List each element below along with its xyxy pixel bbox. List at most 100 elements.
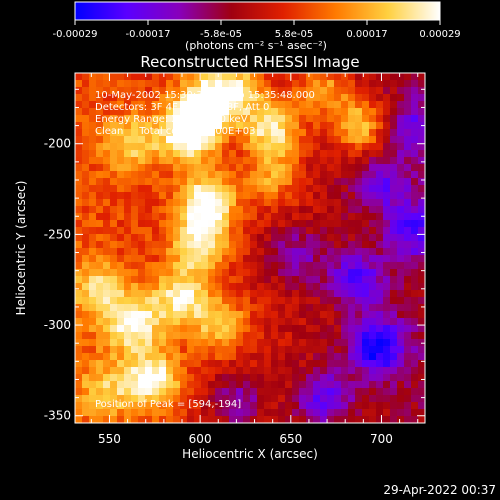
heatmap-cell <box>222 122 230 130</box>
heatmap-cell <box>145 178 153 186</box>
heatmap-cell <box>278 311 286 319</box>
heatmap-cell <box>180 311 188 319</box>
heatmap-cell <box>355 136 363 144</box>
heatmap-cell <box>96 136 104 144</box>
heatmap-cell <box>313 367 321 375</box>
heatmap-cell <box>411 248 419 256</box>
heatmap-cell <box>75 213 83 221</box>
heatmap-cell <box>159 395 167 403</box>
heatmap-cell <box>131 395 139 403</box>
heatmap-cell <box>96 94 104 102</box>
heatmap-cell <box>355 80 363 88</box>
heatmap-cell <box>159 339 167 347</box>
heatmap-cell <box>285 381 293 389</box>
heatmap-cell <box>75 150 83 158</box>
heatmap-cell <box>313 248 321 256</box>
heatmap-cell <box>264 346 272 354</box>
heatmap-cell <box>369 157 377 165</box>
heatmap-cell <box>418 129 425 137</box>
heatmap-cell <box>229 325 237 333</box>
heatmap-cell <box>369 241 377 249</box>
heatmap-cell <box>89 402 97 410</box>
heatmap-cell <box>264 269 272 277</box>
heatmap-cell <box>327 94 335 102</box>
heatmap-cell <box>236 136 244 144</box>
heatmap-cell <box>117 234 125 242</box>
heatmap-cell <box>320 276 328 284</box>
heatmap-cell <box>180 115 188 123</box>
heatmap-cell <box>110 248 118 256</box>
heatmap-cell <box>299 360 307 368</box>
heatmap-cell <box>418 185 425 193</box>
heatmap-cell <box>376 416 384 423</box>
heatmap-cell <box>250 101 258 109</box>
heatmap-cell <box>117 346 125 354</box>
heatmap-cell <box>397 325 405 333</box>
heatmap-cell <box>285 213 293 221</box>
heatmap-cell <box>103 416 111 423</box>
heatmap-cell <box>411 269 419 277</box>
heatmap-cell <box>264 199 272 207</box>
heatmap-cell <box>285 143 293 151</box>
heatmap-cell <box>117 332 125 340</box>
heatmap-cell <box>187 94 195 102</box>
heatmap-cell <box>313 213 321 221</box>
heatmap-cell <box>131 115 139 123</box>
heatmap-cell <box>159 122 167 130</box>
heatmap-cell <box>292 311 300 319</box>
heatmap-cell <box>201 136 209 144</box>
heatmap-cell <box>411 80 419 88</box>
heatmap-cell <box>194 311 202 319</box>
heatmap-cell <box>208 192 216 200</box>
heatmap-cell <box>355 192 363 200</box>
heatmap-cell <box>257 73 265 81</box>
heatmap-cell <box>334 213 342 221</box>
heatmap-cell <box>320 290 328 298</box>
heatmap-cell <box>173 164 181 172</box>
heatmap-cell <box>285 318 293 326</box>
heatmap-cell <box>327 157 335 165</box>
heatmap-cell <box>215 283 223 291</box>
heatmap-cell <box>327 353 335 361</box>
heatmap-cell <box>327 262 335 270</box>
heatmap-cell <box>313 416 321 423</box>
heatmap-cell <box>82 178 90 186</box>
heatmap-cell <box>362 136 370 144</box>
heatmap-cell <box>208 87 216 95</box>
heatmap-cell <box>341 325 349 333</box>
heatmap-cell <box>110 234 118 242</box>
heatmap-cell <box>89 332 97 340</box>
heatmap-cell <box>117 381 125 389</box>
heatmap-cell <box>152 220 160 228</box>
heatmap-cell <box>397 115 405 123</box>
heatmap-cell <box>138 283 146 291</box>
heatmap-cell <box>96 129 104 137</box>
heatmap-cell <box>166 136 174 144</box>
heatmap-cell <box>201 150 209 158</box>
heatmap-cell <box>250 346 258 354</box>
heatmap-cell <box>215 325 223 333</box>
heatmap-cell <box>341 360 349 368</box>
heatmap-cell <box>327 227 335 235</box>
heatmap-cell <box>117 241 125 249</box>
heatmap-cell <box>131 276 139 284</box>
heatmap-cell <box>257 353 265 361</box>
heatmap-cell <box>75 87 83 95</box>
heatmap-cell <box>110 297 118 305</box>
heatmap-cell <box>222 108 230 116</box>
heatmap-cell <box>117 94 125 102</box>
heatmap-cell <box>383 402 391 410</box>
heatmap-cell <box>117 164 125 172</box>
heatmap-cell <box>355 206 363 214</box>
heatmap-cell <box>187 199 195 207</box>
heatmap-cell <box>229 73 237 81</box>
heatmap-cell <box>362 192 370 200</box>
heatmap-cell <box>194 304 202 312</box>
heatmap-cell <box>236 325 244 333</box>
heatmap-cell <box>236 409 244 417</box>
heatmap-cell <box>194 388 202 396</box>
heatmap-cell <box>194 353 202 361</box>
heatmap-cell <box>257 157 265 165</box>
heatmap-cell <box>152 311 160 319</box>
heatmap-cell <box>194 101 202 109</box>
